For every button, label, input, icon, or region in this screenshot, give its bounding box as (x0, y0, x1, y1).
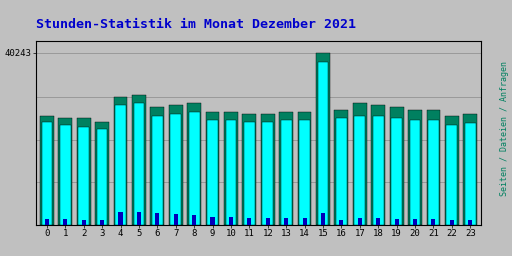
Bar (81, 220, 86, 225)
Bar (303, 218, 307, 225)
Bar (63, 219, 68, 225)
Bar (58, 118, 72, 225)
Bar (40, 116, 54, 225)
Bar (376, 218, 380, 225)
Bar (284, 218, 288, 225)
Bar (115, 105, 126, 225)
Bar (450, 220, 454, 225)
Bar (410, 120, 420, 225)
Bar (431, 219, 436, 225)
Bar (391, 118, 402, 225)
Bar (247, 218, 251, 225)
Bar (100, 220, 104, 225)
Bar (339, 220, 344, 225)
Bar (189, 112, 200, 225)
Bar (210, 217, 215, 225)
Bar (78, 127, 89, 225)
Bar (155, 213, 159, 225)
Bar (408, 110, 422, 225)
Bar (445, 116, 459, 225)
Bar (244, 122, 255, 225)
Bar (97, 129, 108, 225)
Bar (174, 214, 178, 225)
Bar (354, 116, 365, 225)
Bar (373, 116, 383, 225)
Bar (243, 114, 257, 225)
Bar (118, 212, 122, 225)
Bar (262, 122, 273, 225)
Bar (336, 118, 347, 225)
Bar (41, 122, 52, 225)
Bar (371, 105, 385, 225)
Bar (95, 122, 109, 225)
Bar (299, 120, 310, 225)
Bar (465, 123, 476, 225)
Text: Stunden-Statistik im Monat Dezember 2021: Stunden-Statistik im Monat Dezember 2021 (36, 18, 356, 31)
Bar (134, 103, 144, 225)
Bar (224, 112, 238, 225)
Bar (426, 110, 440, 225)
Bar (229, 217, 233, 225)
Bar (468, 220, 472, 225)
Bar (169, 105, 183, 225)
Bar (413, 219, 417, 225)
Bar (358, 218, 362, 225)
Bar (261, 114, 274, 225)
Bar (428, 120, 439, 225)
Bar (390, 108, 403, 225)
Text: Seiten / Dateien / Anfragen: Seiten / Dateien / Anfragen (500, 60, 509, 196)
Bar (60, 125, 71, 225)
Bar (226, 120, 237, 225)
Bar (317, 62, 328, 225)
Bar (206, 112, 220, 225)
Bar (316, 53, 330, 225)
Bar (170, 114, 181, 225)
Bar (334, 110, 348, 225)
Bar (45, 219, 49, 225)
Bar (281, 120, 291, 225)
Bar (463, 114, 477, 225)
Bar (137, 211, 141, 225)
Bar (266, 218, 270, 225)
Bar (207, 120, 218, 225)
Bar (395, 219, 399, 225)
Bar (187, 103, 201, 225)
Bar (151, 108, 164, 225)
Bar (192, 215, 196, 225)
Bar (297, 112, 311, 225)
Bar (353, 103, 367, 225)
Bar (132, 94, 146, 225)
Bar (77, 118, 91, 225)
Bar (321, 213, 325, 225)
Bar (446, 125, 457, 225)
Bar (152, 116, 163, 225)
Bar (279, 112, 293, 225)
Bar (114, 97, 127, 225)
